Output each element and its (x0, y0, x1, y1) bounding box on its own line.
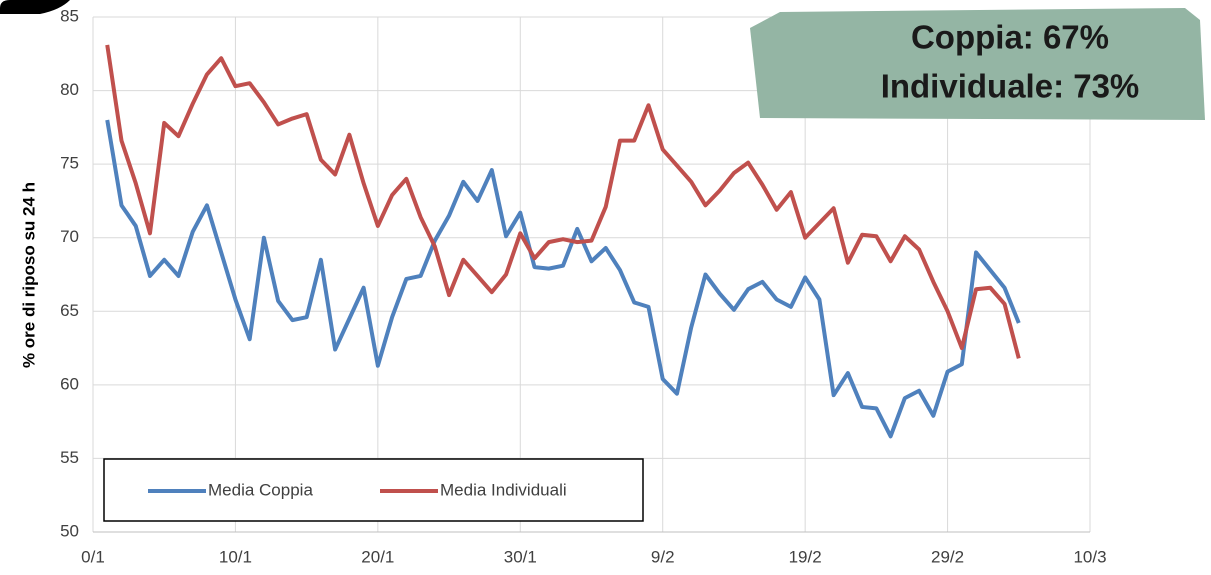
y-tick-label: 85 (60, 6, 79, 25)
x-tick-label: 10/1 (219, 547, 252, 566)
y-tick-label: 60 (60, 374, 79, 393)
legend-label: Media Individuali (440, 480, 567, 499)
y-tick-label: 55 (60, 448, 79, 467)
annotation: Individuale: 73% (881, 68, 1140, 105)
y-axis-label: % ore di riposo su 24 h (19, 182, 38, 368)
x-tick-label: 19/2 (789, 547, 822, 566)
annotation: Coppia: 67% (911, 19, 1109, 56)
series-line (105, 44, 1021, 359)
x-tick-label: 9/2 (651, 547, 675, 566)
x-tick-label: 0/1 (81, 547, 105, 566)
y-tick-label: 65 (60, 301, 79, 320)
legend-label: Media Coppia (208, 480, 313, 499)
corner-shape (0, 0, 70, 14)
x-tick-label: 20/1 (361, 547, 394, 566)
x-tick-label: 10/3 (1073, 547, 1106, 566)
y-tick-label: 80 (60, 80, 79, 99)
x-tick-label: 30/1 (504, 547, 537, 566)
y-tick-label: 50 (60, 521, 79, 540)
y-tick-label: 75 (60, 154, 79, 173)
series-line (105, 119, 1021, 439)
x-tick-label: 29/2 (931, 547, 964, 566)
y-tick-label: 70 (60, 227, 79, 246)
annotation-box (750, 8, 1205, 120)
